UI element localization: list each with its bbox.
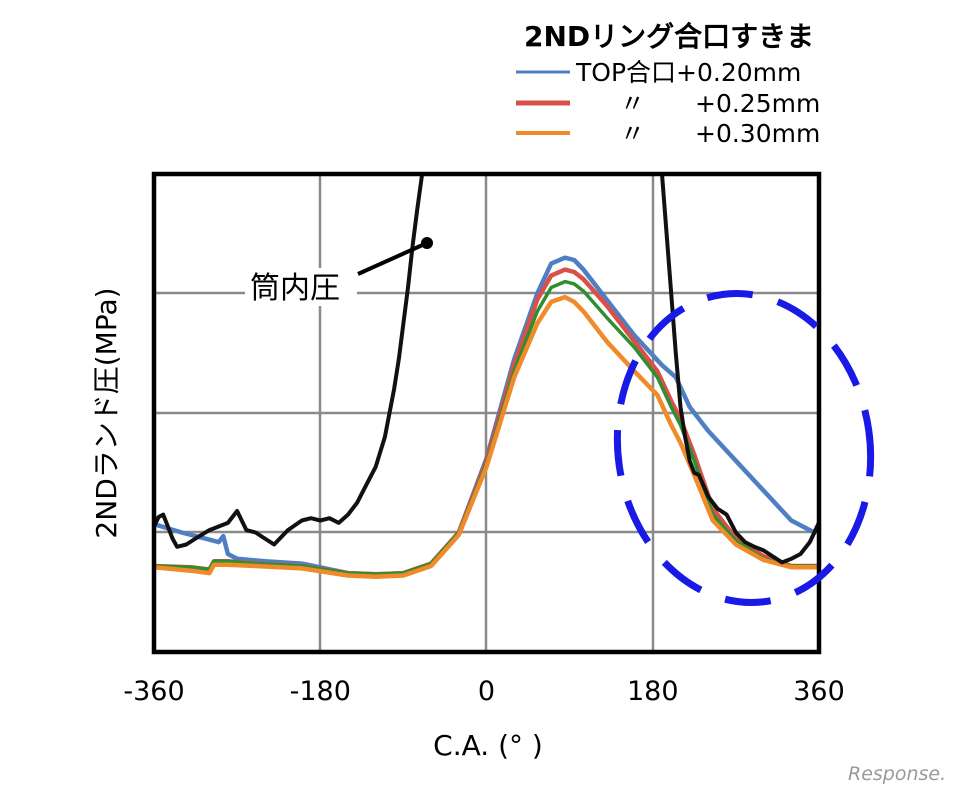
series-line-4 [154,174,819,565]
callout-dot [421,237,433,249]
series-line-2 [154,279,819,577]
x-tick-label: 0 [478,676,495,707]
callout-bg [245,268,357,306]
legend-label-blue: TOP合口+0.20mm [575,58,801,87]
x-tick-label: 180 [627,676,679,707]
series-line-0 [154,255,819,577]
callout-label: 筒内圧 [250,271,340,306]
legend-title: 2NDリング合口すきま [524,20,814,53]
highlight-ellipse [613,290,875,606]
x-tick-label: -180 [290,676,351,707]
y-axis-label: 2NDランド圧(MPa) [90,287,123,538]
series-layer [154,174,819,579]
legend-label-red: 〃 +0.25mm [620,89,820,118]
plot-frame [151,171,822,655]
watermark: Response. [848,763,946,785]
callout-leader [357,241,428,276]
x-tick-label: 360 [793,676,845,707]
x-tick-labels: -360 -180 0 180 360 [123,676,844,707]
x-tick-label: -360 [123,676,184,707]
grid [154,174,819,652]
legend-label-orange: 〃 +0.30mm [620,119,820,148]
x-axis-label: C.A. (° ) [433,729,543,762]
series-line-3 [154,294,819,579]
